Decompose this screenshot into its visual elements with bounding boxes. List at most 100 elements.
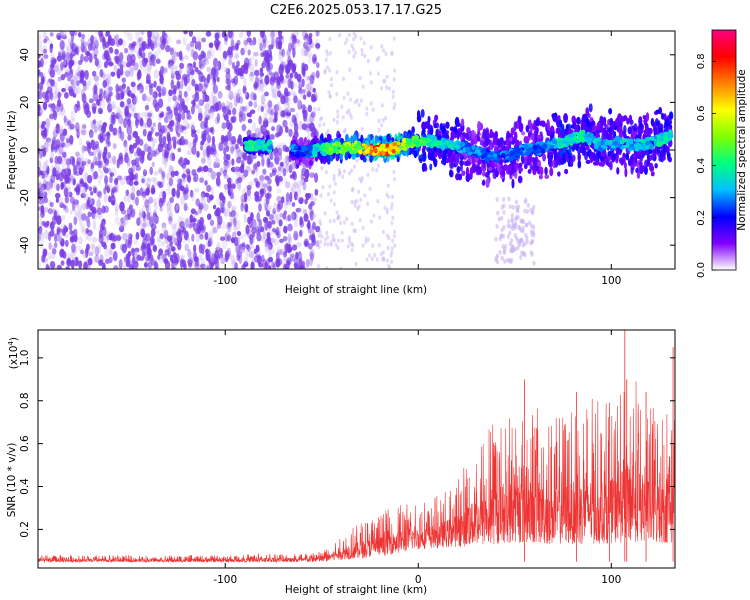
noise-blob <box>143 262 148 268</box>
noise-blob <box>131 208 136 219</box>
noise-blob <box>180 254 186 260</box>
noise-blob <box>380 86 384 91</box>
noise-blob <box>81 222 86 233</box>
noise-blob <box>278 219 283 227</box>
noise-blob <box>290 80 294 90</box>
band-blob <box>466 127 471 134</box>
noise-blob <box>259 72 265 77</box>
noise-blob <box>41 91 47 99</box>
noise-blob <box>286 257 292 266</box>
noise-blob <box>75 86 81 94</box>
noise-blob <box>217 91 223 99</box>
noise-blob <box>212 204 217 210</box>
noise-blob <box>256 233 262 242</box>
noise-blob <box>187 65 193 73</box>
noise-blob <box>145 182 151 189</box>
noise-blob <box>83 203 88 211</box>
noise-blob <box>206 134 212 144</box>
noise-blob <box>365 106 369 111</box>
noise-blob <box>103 187 107 195</box>
noise-blob <box>200 192 206 201</box>
noise-blob <box>357 189 361 194</box>
noise-blob <box>168 177 174 187</box>
noise-blob <box>120 130 125 141</box>
noise-blob <box>312 87 316 93</box>
noise-blob <box>166 114 172 122</box>
noise-blob <box>304 198 308 205</box>
noise-blob <box>123 194 127 203</box>
noise-blob <box>332 218 336 224</box>
noise-blob <box>70 32 75 42</box>
noise-blob <box>287 214 292 222</box>
noise-blob <box>194 85 200 96</box>
noise-blob <box>301 123 308 131</box>
noise-blob <box>168 89 173 97</box>
noise-blob <box>277 147 283 156</box>
noise-blob <box>200 258 206 269</box>
noise-blob <box>287 233 292 243</box>
noise-blob <box>371 243 375 248</box>
noise-blob <box>393 229 397 235</box>
noise-blob <box>183 263 187 269</box>
noise-blob <box>53 233 58 243</box>
noise-blob <box>293 181 298 188</box>
noise-blob <box>73 234 78 243</box>
noise-blob <box>47 92 51 101</box>
noise-blob <box>110 242 116 250</box>
noise-blob <box>200 191 206 198</box>
noise-blob <box>229 146 234 156</box>
noise-blob <box>82 80 87 87</box>
noise-blob <box>345 37 349 42</box>
noise-blob <box>128 66 133 73</box>
noise-blob <box>292 63 297 73</box>
noise-blob <box>309 122 315 132</box>
noise-blob <box>206 66 211 73</box>
noise-blob <box>49 261 56 269</box>
noise-blob <box>65 141 69 149</box>
noise-blob <box>260 44 266 54</box>
noise-blob <box>160 40 166 51</box>
noise-blob <box>371 167 375 172</box>
noise-blob <box>171 187 176 198</box>
noise-blob <box>43 170 49 178</box>
noise-blob <box>377 118 381 124</box>
noise-blob <box>234 65 239 72</box>
noise-blob <box>118 116 123 122</box>
noise-blob <box>303 41 309 50</box>
noise-blob <box>307 104 313 113</box>
noise-blob <box>363 193 367 198</box>
noise-blob <box>384 51 388 57</box>
noise-blob <box>313 197 318 205</box>
noise-blob <box>66 46 70 55</box>
noise-blob <box>234 51 240 59</box>
noise-blob <box>326 65 330 70</box>
noise-blob <box>375 257 379 262</box>
noise-blob <box>319 239 323 244</box>
noise-blob <box>216 242 222 250</box>
noise-blob <box>94 81 100 87</box>
noise-blob <box>77 208 83 218</box>
noise-blob <box>164 234 169 245</box>
noise-blob <box>116 73 121 79</box>
noise-blob <box>124 154 129 164</box>
noise-blob <box>60 238 65 247</box>
noise-blob <box>122 39 126 47</box>
noise-blob <box>273 110 279 117</box>
noise-blob <box>226 206 231 213</box>
noise-blob <box>43 147 49 153</box>
noise-blob <box>166 201 171 210</box>
noise-blob <box>238 31 244 38</box>
noise-blob <box>136 38 141 45</box>
noise-blob <box>277 90 282 98</box>
noise-blob <box>245 62 251 69</box>
noise-blob <box>199 177 204 183</box>
noise-blob <box>61 142 66 148</box>
noise-blob <box>112 127 118 136</box>
noise-blob <box>366 201 370 207</box>
noise-blob <box>309 41 315 49</box>
noise-blob <box>72 177 76 186</box>
noise-blob <box>68 63 72 70</box>
noise-blob <box>76 204 83 211</box>
noise-blob <box>114 48 119 55</box>
noise-blob <box>235 43 239 51</box>
